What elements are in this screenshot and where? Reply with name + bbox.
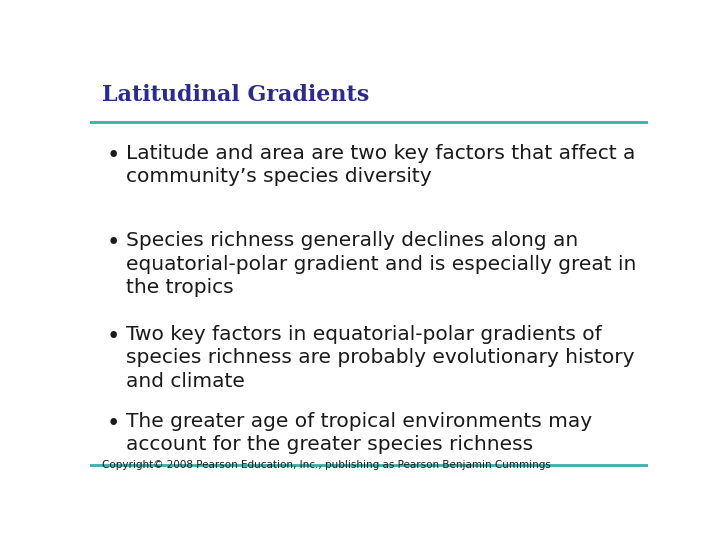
Text: Latitudinal Gradients: Latitudinal Gradients — [102, 84, 369, 105]
Text: Copyright© 2008 Pearson Education, Inc., publishing as Pearson Benjamin Cummings: Copyright© 2008 Pearson Education, Inc.,… — [102, 460, 551, 470]
Text: •: • — [107, 144, 120, 167]
Text: Latitude and area are two key factors that affect a
community’s species diversit: Latitude and area are two key factors th… — [126, 144, 636, 186]
Text: •: • — [107, 325, 120, 348]
Text: The greater age of tropical environments may
account for the greater species ric: The greater age of tropical environments… — [126, 412, 593, 455]
Text: Two key factors in equatorial-polar gradients of
species richness are probably e: Two key factors in equatorial-polar grad… — [126, 325, 635, 390]
Text: •: • — [107, 412, 120, 435]
Text: Species richness generally declines along an
equatorial-polar gradient and is es: Species richness generally declines alon… — [126, 231, 636, 297]
Text: •: • — [107, 231, 120, 254]
